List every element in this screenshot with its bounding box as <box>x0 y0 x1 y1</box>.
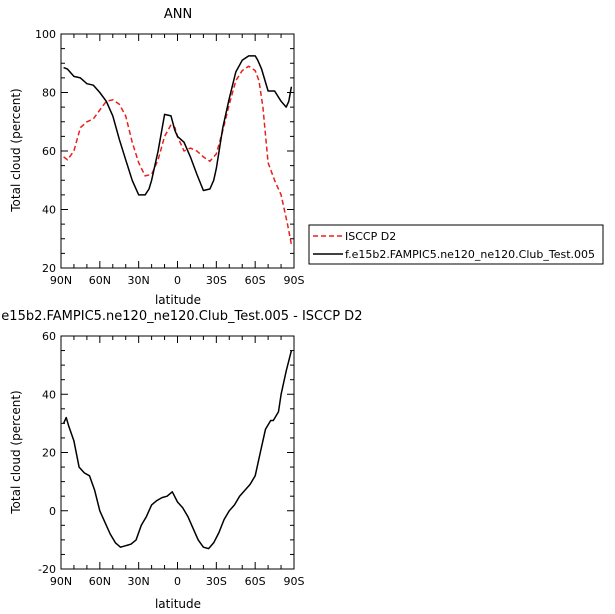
series-line-0 <box>63 65 293 245</box>
legend-entry-isccp: ISCCP D2 <box>345 230 396 243</box>
series-line-1 <box>63 55 293 196</box>
chart-title: ANN <box>164 7 192 22</box>
y-tick-label: 40 <box>42 388 56 401</box>
y-tick-label: 40 <box>42 204 56 217</box>
panel-annual-cloud: ANN 90N 60N 30N 0 30S 60S 90S 20 40 60 80 100 latit… <box>9 7 305 307</box>
legend-entry-model: f.e15b2.FAMPIC5.ne120_ne120.Club_Test.00… <box>345 248 595 261</box>
x-tick-label: 60S <box>245 575 266 588</box>
x-tick-label: 30S <box>206 575 227 588</box>
y-tick-label: -20 <box>38 563 56 576</box>
x-axis-label: latitude <box>155 293 201 307</box>
y-tick-label: 0 <box>49 505 56 518</box>
panel-difference: f.e15b2.FAMPIC5.ne120_ne120.Club_Test.00… <box>0 309 362 611</box>
y-tick-label: 60 <box>42 145 56 158</box>
plot-frame <box>60 335 295 570</box>
chart-title: f.e15b2.FAMPIC5.ne120_ne120.Club_Test.00… <box>0 309 362 324</box>
series-line-0 <box>62 350 293 550</box>
plot-area: 90N 60N 30N 0 30S 60S 90S 20 40 60 80 100 <box>35 28 305 287</box>
x-tick-label: 60N <box>89 274 111 287</box>
x-tick-label: 60S <box>245 274 266 287</box>
x-tick-label: 30N <box>128 274 150 287</box>
y-tick-label: 60 <box>42 330 56 343</box>
x-tick-label: 30N <box>128 575 150 588</box>
plot-frame <box>60 33 295 269</box>
legend-box <box>308 224 604 265</box>
y-tick-label: 20 <box>42 447 56 460</box>
x-tick-label: 60N <box>89 575 111 588</box>
x-tick-label: 90S <box>284 274 305 287</box>
y-tick-label: 20 <box>42 262 56 275</box>
y-tick-label: 80 <box>42 87 56 100</box>
y-axis-label: Total cloud (percent) <box>9 88 23 212</box>
x-tick-label: 0 <box>174 575 181 588</box>
x-axis-label: latitude <box>155 597 201 611</box>
x-tick-label: 30S <box>206 274 227 287</box>
x-tick-label: 90S <box>284 575 305 588</box>
plot-area: 90N 60N 30N 0 30S 60S 90S -20 0 20 40 60 <box>38 330 304 588</box>
x-tick-label: 90N <box>50 575 72 588</box>
x-tick-label: 0 <box>174 274 181 287</box>
y-tick-label: 100 <box>35 28 56 41</box>
y-axis-label: Total cloud (percent) <box>9 390 23 514</box>
legend: ISCCP D2 f.e15b2.FAMPIC5.ne120_ne120.Clu… <box>308 224 604 265</box>
x-tick-label: 90N <box>50 274 72 287</box>
